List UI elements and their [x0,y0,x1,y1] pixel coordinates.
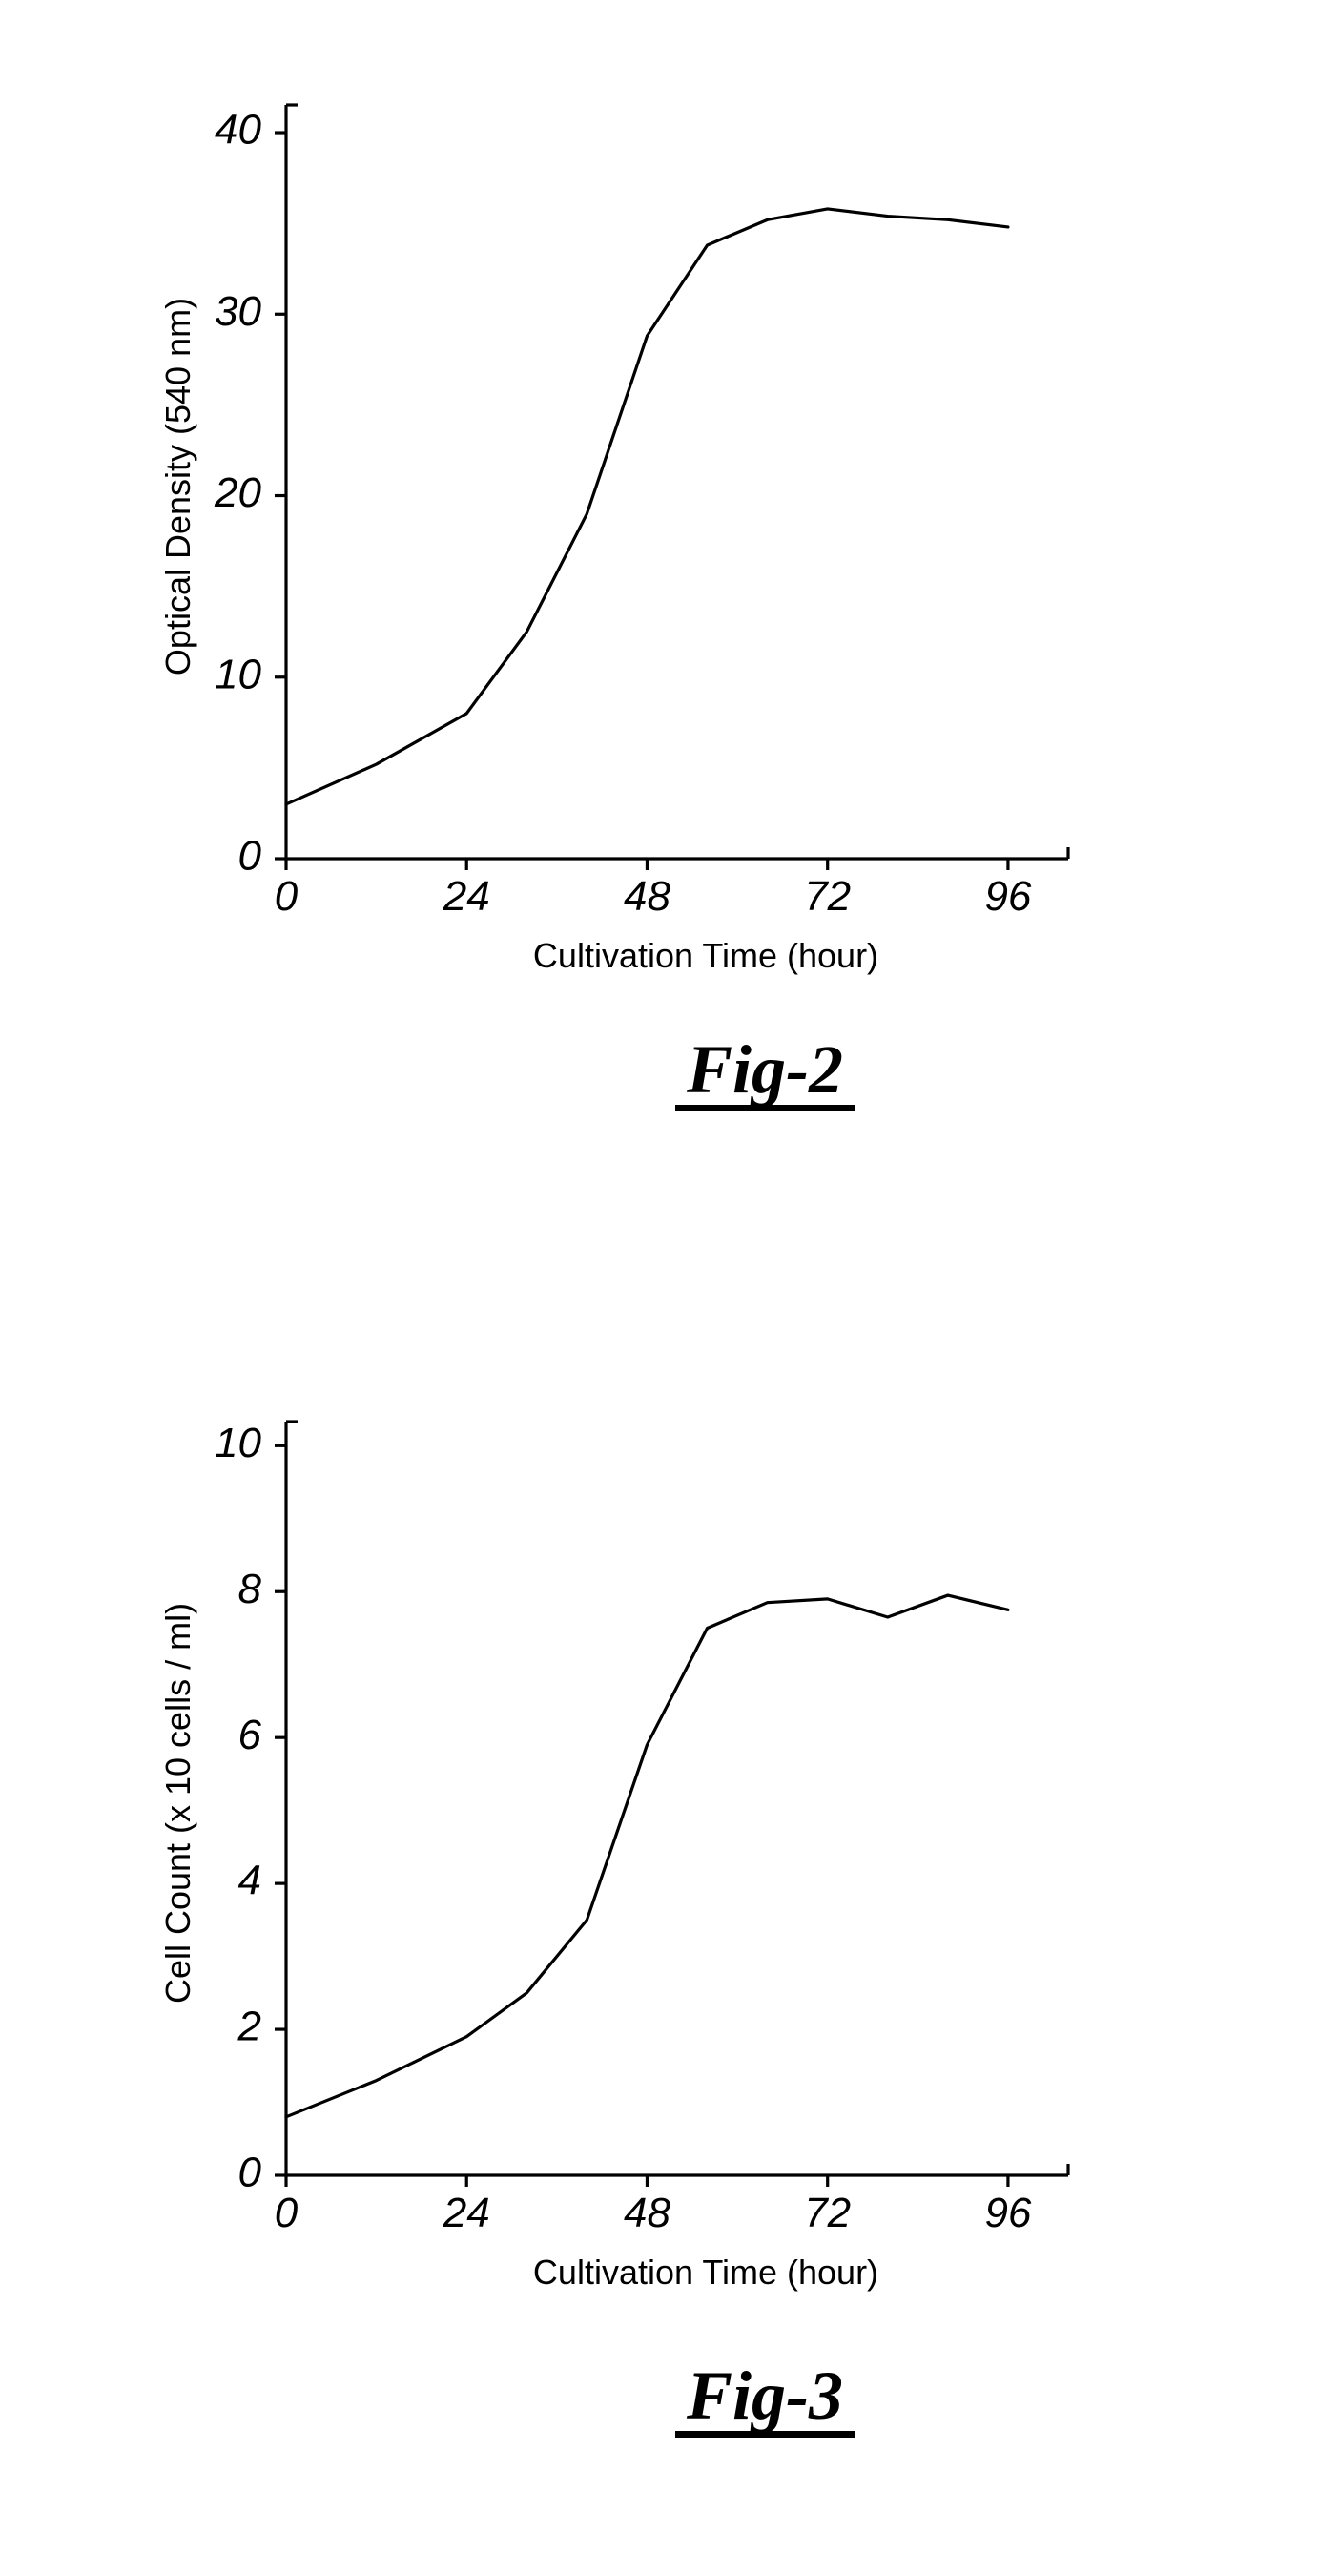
svg-text:Cultivation Time (hour): Cultivation Time (hour) [533,2253,878,2292]
svg-text:72: 72 [804,873,851,920]
svg-text:96: 96 [984,2190,1031,2236]
svg-text:24: 24 [443,873,490,920]
svg-text:8: 8 [238,1566,262,1612]
svg-text:Optical Density (540 nm): Optical Density (540 nm) [158,298,197,675]
svg-text:Cell Count (x 10 cells / ml): Cell Count (x 10 cells / ml) [158,1603,197,2004]
figure-2-caption-underline [675,1105,855,1111]
svg-text:72: 72 [804,2190,851,2236]
svg-text:10: 10 [215,651,261,697]
svg-text:10: 10 [215,1420,261,1466]
figure-3-caption: Fig-3 [687,2357,843,2436]
svg-text:0: 0 [238,2150,262,2196]
svg-text:48: 48 [624,2190,670,2236]
svg-text:48: 48 [624,873,670,920]
figure-2-caption: Fig-2 [687,1030,843,1110]
svg-text:30: 30 [215,288,261,335]
figure-3-caption-underline [675,2431,855,2438]
svg-text:Cultivation Time (hour): Cultivation Time (hour) [533,936,878,975]
svg-text:24: 24 [443,2190,490,2236]
svg-text:6: 6 [238,1712,262,1758]
figure-3-block: 0246810024487296Cultivation Time (hour)C… [0,1355,1319,2471]
svg-text:0: 0 [275,873,299,920]
figure-3-chart: 0246810024487296Cultivation Time (hour)C… [0,1355,1319,2366]
svg-text:96: 96 [984,873,1031,920]
figure-2-chart: 0 10 20 30 40 0 24 48 72 96 Cultivation Time (hour… [0,38,1319,1049]
svg-text:0: 0 [275,2190,299,2236]
svg-text:2: 2 [237,2004,261,2050]
svg-text:40: 40 [215,107,261,154]
svg-text:20: 20 [214,469,261,516]
svg-text:4: 4 [238,1858,261,1904]
svg-text:0: 0 [238,833,262,880]
figure-2-block: 0 10 20 30 40 0 24 48 72 96 Cultivation Time (hour… [0,38,1319,1145]
